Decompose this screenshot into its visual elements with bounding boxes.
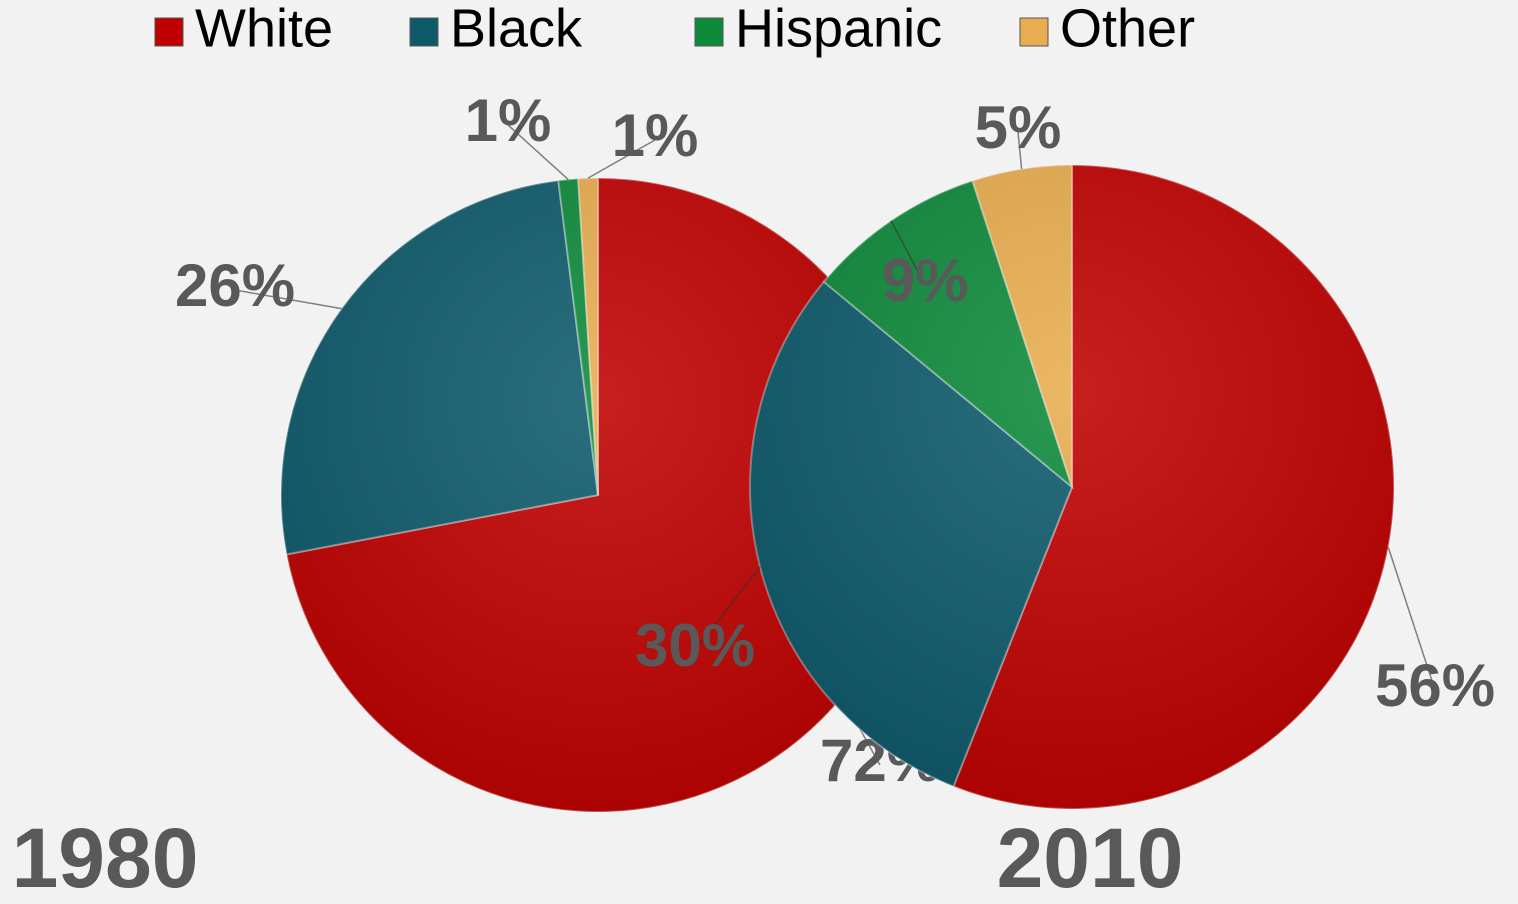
legend-label: Black — [450, 0, 583, 58]
leader-line — [507, 124, 569, 180]
leader-line — [234, 289, 342, 310]
chart-title: 2010 — [997, 811, 1184, 904]
leader-line — [890, 220, 926, 286]
leader-line — [694, 566, 761, 651]
legend-swatch — [1019, 17, 1049, 47]
data-label: 1% — [612, 102, 699, 169]
legend-label: Hispanic — [735, 0, 942, 58]
legend-label: Other — [1060, 0, 1195, 58]
legend-label: White — [195, 0, 333, 58]
data-label: 5% — [975, 94, 1062, 161]
pie-slice — [280, 179, 600, 556]
legend-swatch — [154, 17, 184, 47]
data-label: 1% — [465, 87, 552, 154]
data-label: 26% — [175, 252, 295, 319]
data-label: 56% — [1375, 652, 1495, 719]
chart-title: 1980 — [12, 811, 199, 904]
data-label: 9% — [882, 247, 969, 314]
leader-line — [1387, 547, 1436, 691]
data-label: 30% — [635, 612, 755, 679]
legend-swatch — [694, 17, 724, 47]
leader-line — [587, 139, 656, 179]
legend-swatch — [409, 17, 439, 47]
leader-line — [1017, 131, 1023, 170]
